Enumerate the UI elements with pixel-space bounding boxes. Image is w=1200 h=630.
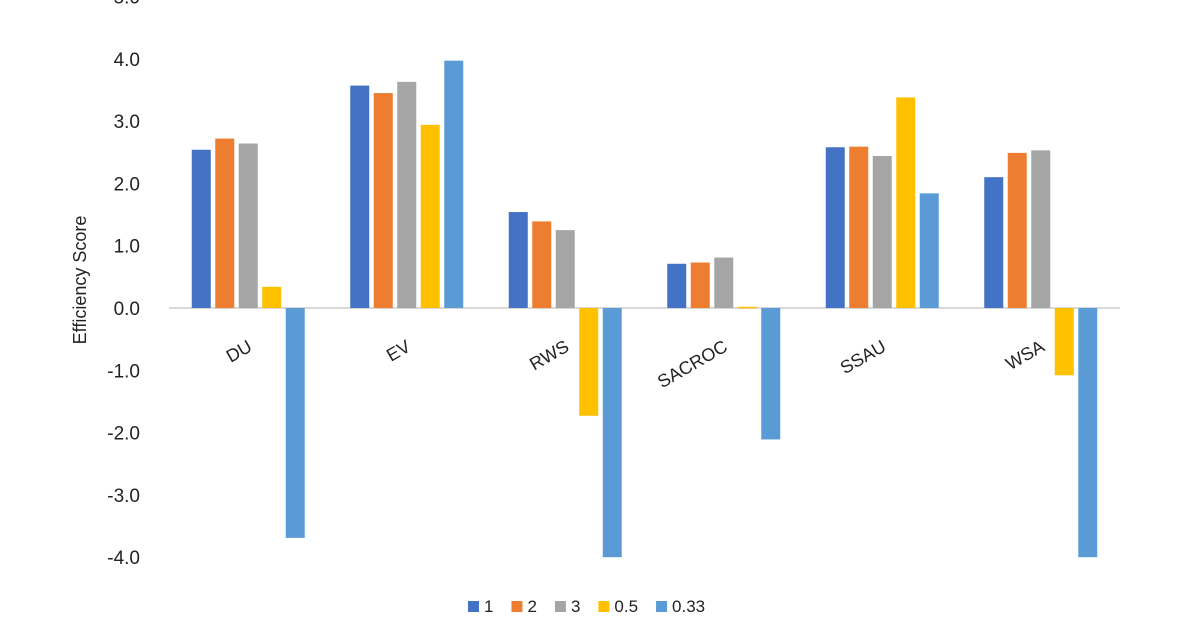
bar-ev-series-0.5 (420, 124, 440, 308)
bar-ssau-series-3 (872, 155, 892, 308)
y-axis-title: Efficiency Score (70, 216, 90, 345)
y-tick-label: -4.0 (107, 548, 140, 569)
legend-marker-0.5 (598, 601, 610, 612)
legend-label: 3 (571, 597, 580, 616)
bar-rws-series-0.5 (579, 308, 599, 416)
y-tick-label: -2.0 (107, 424, 140, 445)
y-tick-label: 0.0 (114, 299, 140, 320)
legend-marker-3 (554, 601, 566, 612)
legend-label: 0.33 (672, 597, 705, 616)
y-tick-label: -3.0 (107, 486, 140, 507)
category-label: SSAU (837, 336, 889, 378)
legend-label: 1 (484, 597, 493, 616)
bar-du-series-0.33 (285, 308, 305, 538)
bar-wsa-series-2 (1007, 152, 1027, 308)
bar-ev-series-3 (397, 81, 417, 308)
bar-rws-series-2 (532, 221, 552, 308)
y-tick-label: 3.0 (114, 112, 140, 133)
bar-ssau-series-1 (825, 147, 845, 308)
bar-wsa-series-1 (984, 177, 1004, 308)
bar-sacroc-series-1 (667, 263, 687, 308)
category-label: SACROC (654, 336, 731, 392)
bar-du-series-0.5 (262, 286, 282, 308)
bar-sacroc-series-2 (690, 262, 710, 308)
bar-rws-series-0.33 (602, 308, 622, 558)
bar-ev-series-0.33 (444, 60, 464, 308)
category-label: EV (383, 336, 414, 365)
legend-marker-0.33 (656, 601, 668, 612)
bar-wsa-series-3 (1031, 150, 1051, 308)
category-label: RWS (526, 336, 572, 374)
y-tick-label: -1.0 (107, 361, 140, 382)
bar-ssau-series-0.5 (896, 97, 916, 309)
category-label: WSA (1002, 336, 1048, 374)
legend-label: 2 (527, 597, 536, 616)
bar-rws-series-3 (555, 230, 575, 308)
bar-ssau-series-0.33 (919, 193, 939, 308)
y-tick-label: 1.0 (114, 237, 140, 258)
bar-sacroc-series-3 (714, 257, 734, 308)
bar-wsa-series-0.5 (1054, 308, 1074, 376)
y-tick-label: 4.0 (114, 50, 140, 71)
bar-rws-series-1 (508, 212, 528, 308)
legend-marker-2 (511, 601, 523, 612)
category-label: DU (223, 336, 256, 366)
bar-sacroc-series-0.33 (761, 308, 781, 440)
legend-marker-1 (468, 601, 479, 612)
bar-ev-series-1 (350, 85, 370, 309)
bar-du-series-2 (215, 138, 235, 308)
bar-du-series-1 (191, 149, 211, 308)
bar-ev-series-2 (373, 93, 393, 308)
legend-label: 0.5 (614, 597, 638, 616)
bar-sacroc-series-0.5 (737, 306, 757, 309)
y-tick-label: 2.0 (114, 174, 140, 195)
bar-ssau-series-2 (849, 146, 869, 308)
y-tick-label: 5.0 (114, 0, 140, 9)
bar-du-series-3 (238, 143, 258, 308)
bar-wsa-series-0.33 (1078, 308, 1098, 558)
